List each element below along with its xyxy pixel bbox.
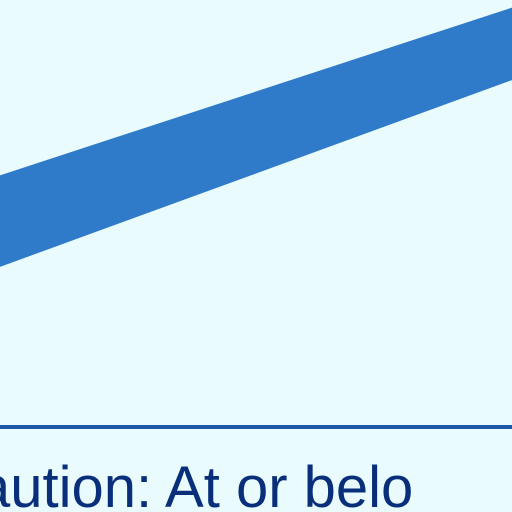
trend-band-0 [0, 7, 512, 267]
caution-note: aution: At or belo [0, 455, 414, 512]
